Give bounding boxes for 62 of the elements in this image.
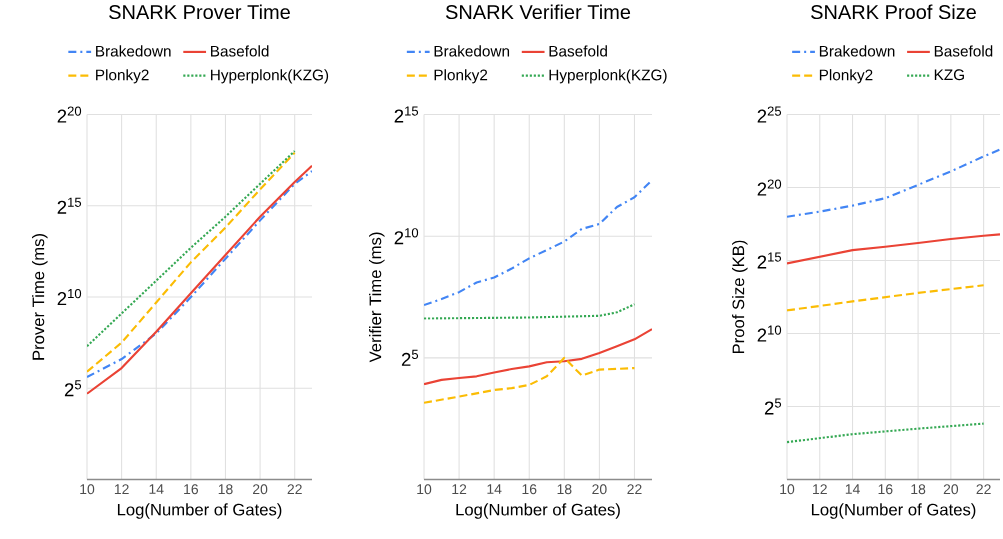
- legend-label: Plonky2: [819, 69, 873, 84]
- y-axis-title: Proof Size (KB): [732, 240, 748, 354]
- x-tick-label: 22: [287, 484, 302, 495]
- x-tick-label: 12: [813, 484, 827, 495]
- y-tick-label: 2$^{25}$: [757, 106, 782, 123]
- y-tick-label: 2$^{15}$: [757, 252, 782, 269]
- x-tick-label: 14: [149, 484, 164, 495]
- x-tick-label: 20: [943, 484, 959, 495]
- x-axis-title: Log(Number of Gates): [117, 503, 282, 520]
- y-tick-label: 2$^{10}$: [57, 289, 82, 306]
- legend-label: Brakedown: [434, 45, 510, 57]
- x-tick-label: 16: [522, 484, 537, 495]
- x-tick-label: 10: [780, 484, 795, 495]
- legend-label: Basefold: [549, 45, 607, 57]
- x-tick-label: 22: [976, 484, 991, 495]
- legend-label: KZG: [934, 69, 964, 81]
- x-tick-label: 22: [627, 484, 642, 495]
- x-tick-label: 18: [557, 484, 572, 495]
- x-tick-label: 18: [911, 484, 926, 495]
- line-series: [787, 233, 1001, 265]
- y-tick-label: 2$^{20}$: [57, 106, 82, 123]
- line-series: [787, 148, 1001, 219]
- legend-label: Plonky2: [434, 69, 488, 84]
- x-tick-label: 20: [592, 484, 607, 495]
- line-series: [787, 422, 985, 444]
- chart-title: SNARK Proof Size: [811, 4, 976, 20]
- x-tick-label: 20: [253, 484, 268, 495]
- chart-title: SNARK Verifier Time: [445, 4, 631, 20]
- x-axis-title: Log(Number of Gates): [456, 503, 620, 520]
- y-tick-label: 2$^{15}$: [57, 198, 82, 214]
- x-tick-label: 14: [487, 484, 502, 495]
- x-tick-label: 14: [845, 484, 860, 495]
- x-axis-title: Log(Number of Gates): [811, 503, 976, 520]
- legend-label: Basefold: [211, 45, 269, 57]
- line-series: [424, 179, 653, 307]
- x-tick-label: 10: [80, 484, 95, 495]
- y-tick-label: 2$^{10}$: [394, 228, 419, 245]
- y-tick-label: 2$^{10}$: [757, 325, 782, 342]
- legend-label: Plonky2: [96, 69, 149, 84]
- x-tick-label: 16: [878, 484, 893, 495]
- line-series: [424, 303, 636, 320]
- y-axis-title: Verifier Time (ms): [369, 232, 385, 363]
- legend-label: Brakedown: [819, 45, 895, 57]
- legend-label: Hyperplonk(KZG): [549, 69, 667, 84]
- line-series: [424, 357, 636, 405]
- y-axis-title: Prover Time (ms): [32, 234, 48, 360]
- x-tick-label: 10: [417, 484, 432, 495]
- y-tick-label: 2$^{5}$: [64, 380, 82, 397]
- x-tick-label: 12: [114, 484, 129, 495]
- legend-label: Basefold: [934, 45, 993, 57]
- x-tick-label: 12: [452, 484, 467, 495]
- y-tick-label: 2$^{5}$: [764, 398, 782, 415]
- x-tick-label: 18: [218, 484, 233, 495]
- legend-label: Brakedown: [96, 45, 171, 57]
- y-tick-label: 2$^{20}$: [757, 179, 782, 196]
- chart-title: SNARK Prover Time: [109, 4, 290, 20]
- x-tick-label: 16: [184, 484, 199, 495]
- line-series: [424, 328, 653, 386]
- legend-label: Hyperplonk(KZG): [211, 69, 329, 84]
- line-series: [787, 284, 985, 312]
- y-tick-label: 2$^{5}$: [401, 350, 419, 367]
- y-tick-label: 2$^{15}$: [394, 106, 419, 123]
